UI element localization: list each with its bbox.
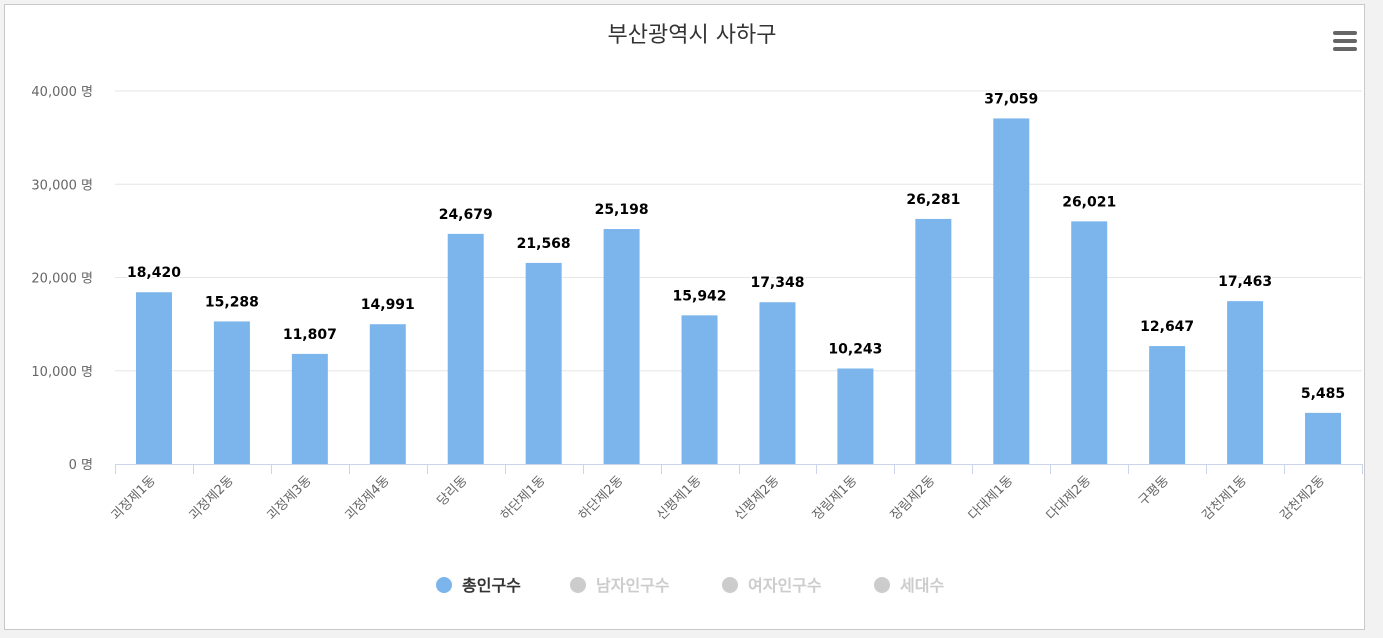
bar[interactable] [1227,301,1264,464]
legend-item[interactable]: 세대수 [874,576,944,595]
y-tick-label: 10,000 명 [31,365,93,380]
x-tick-label: 감천제1동 [1200,473,1250,523]
x-tick-label: 다대제2동 [1044,473,1094,523]
bar[interactable] [447,233,484,464]
data-label: 26,021 [1062,194,1116,210]
bar[interactable] [1149,346,1186,464]
data-label: 17,463 [1218,274,1272,290]
x-tick-label: 다대제1동 [966,473,1016,523]
y-tick-label: 20,000 명 [31,272,93,287]
bar[interactable] [1071,221,1108,464]
bar[interactable] [135,292,172,464]
legend-item[interactable]: 총인구수 [436,576,521,595]
data-label: 15,288 [205,294,259,310]
legend-marker [436,577,452,593]
y-axis-tick-labels: 0 명 10,000 명 20,000 명 30,000 명 40,000 명 [31,85,93,473]
data-label: 17,348 [750,275,804,291]
data-label: 12,647 [1140,319,1194,335]
legend: 총인구수 남자인구수 여자인구수 세대수 [436,576,944,595]
x-tick-label: 괴정제2동 [186,473,236,523]
x-tick-label: 괴정제3동 [264,473,314,523]
x-tick-label: 신평제1동 [654,473,704,523]
hamburger-menu-icon[interactable] [1331,29,1359,53]
x-tick-label: 괴정제4동 [342,473,392,523]
data-label: 15,942 [673,288,727,304]
data-label: 11,807 [283,327,337,343]
data-label: 5,485 [1301,386,1345,402]
chart-title: 부산광역시 사하구 [608,23,777,48]
x-tick-label: 구평동 [1136,473,1172,509]
legend-marker [570,577,586,593]
legend-item[interactable]: 여자인구수 [722,576,822,595]
x-axis: 괴정제1동 괴정제2동 괴정제3동 괴정제4동 당리동 하단제1동 하단제2동 신평제1동 신평… [109,464,1363,524]
x-tick-label: 하단제2동 [576,473,626,523]
bar[interactable] [213,321,250,464]
bar-series [135,118,1342,464]
data-label: 26,281 [906,192,960,208]
y-tick-label: 0 명 [69,458,93,473]
data-label: 14,991 [361,297,415,313]
x-tick-label: 장림제1동 [810,473,860,523]
legend-label: 남자인구수 [596,576,670,595]
x-tick-label: 감천제2동 [1278,473,1328,523]
data-label: 10,243 [828,341,882,357]
legend-label: 여자인구수 [748,576,822,595]
bar[interactable] [603,229,640,464]
data-label: 18,420 [127,265,181,281]
legend-label: 세대수 [900,576,944,595]
bar[interactable] [915,218,952,464]
x-tick-label: 신평제2동 [732,473,782,523]
bar[interactable] [369,324,406,464]
data-labels: 18,420 15,288 11,807 14,991 24,679 21,568 25,1… [125,90,1346,403]
legend-marker [722,577,738,593]
legend-marker [874,577,890,593]
x-tick-label: 하단제1동 [498,473,548,523]
x-tick-label: 당리동 [435,473,471,509]
data-label: 37,059 [984,91,1038,107]
bar[interactable] [837,368,874,464]
y-tick-label: 30,000 명 [31,178,93,193]
bar[interactable] [291,353,328,464]
bar[interactable] [525,262,562,464]
data-label: 25,198 [595,202,649,218]
bar[interactable] [759,302,796,464]
data-label: 21,568 [517,236,571,252]
legend-item[interactable]: 남자인구수 [570,576,670,595]
x-tick-label: 장림제2동 [888,473,938,523]
x-tick-label: 괴정제1동 [109,473,159,523]
data-label: 24,679 [439,207,493,223]
y-tick-label: 40,000 명 [31,85,93,100]
bar[interactable] [993,118,1030,464]
bar[interactable] [681,315,718,464]
bar[interactable] [1305,412,1342,464]
legend-label: 총인구수 [462,576,521,595]
